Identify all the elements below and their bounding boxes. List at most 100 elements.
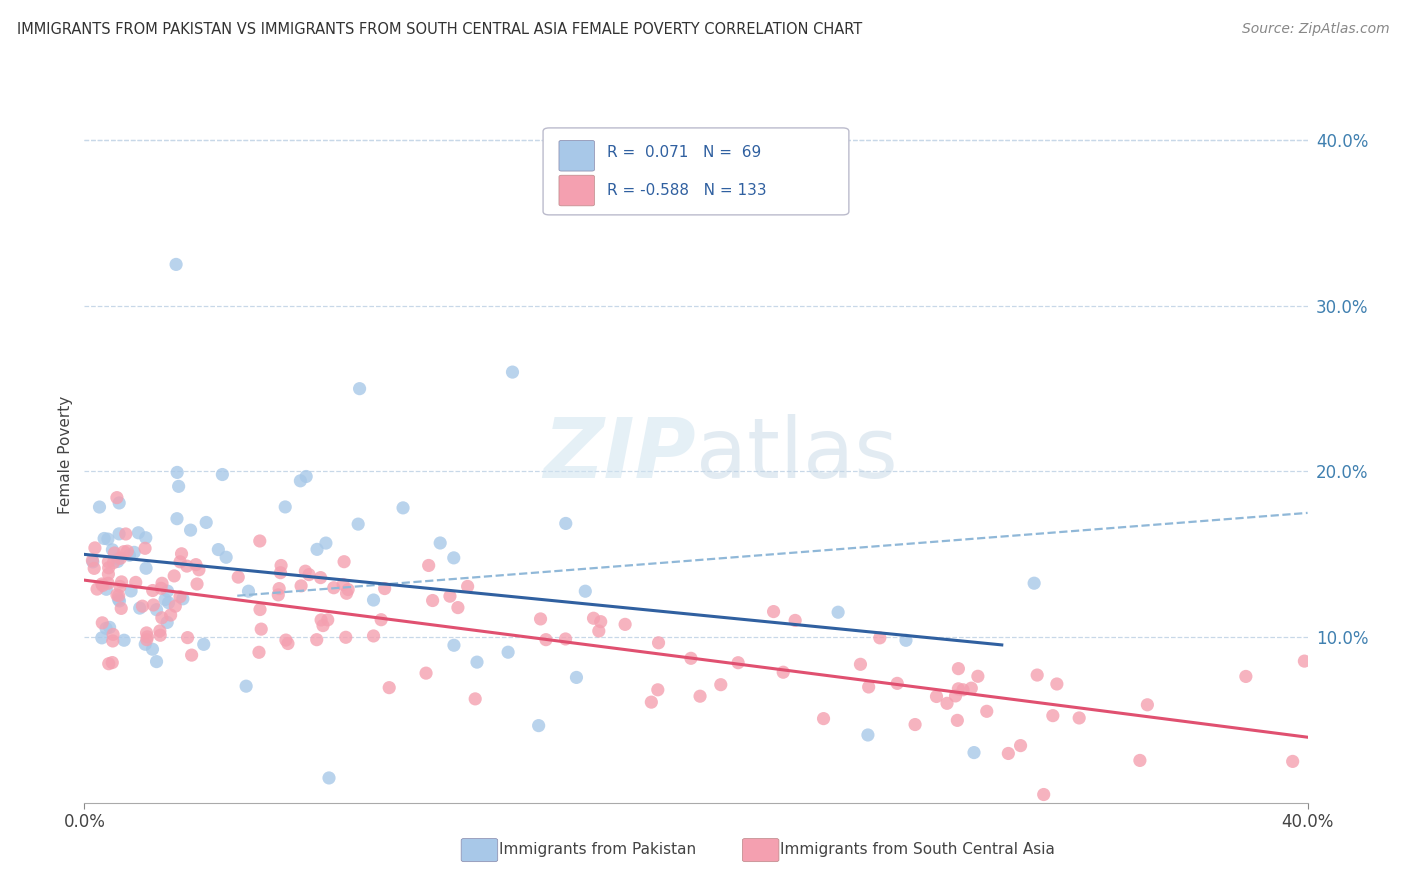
Point xyxy=(142,598,165,612)
Point xyxy=(418,558,440,573)
Point xyxy=(165,599,187,614)
Point xyxy=(101,656,124,670)
Point xyxy=(89,500,111,514)
Point xyxy=(149,628,172,642)
Point xyxy=(858,680,880,694)
Point xyxy=(1042,708,1064,723)
Point xyxy=(415,666,437,681)
Point xyxy=(894,633,917,648)
Point xyxy=(176,559,198,574)
Point xyxy=(337,582,360,597)
Point xyxy=(1129,754,1152,768)
Point xyxy=(101,627,124,641)
Point xyxy=(145,603,167,617)
Point xyxy=(274,633,297,648)
Point xyxy=(948,681,970,696)
Point xyxy=(122,545,145,559)
Point xyxy=(215,550,238,565)
Point xyxy=(392,500,415,515)
Point xyxy=(710,678,733,692)
Point xyxy=(105,491,128,505)
Point xyxy=(108,496,131,510)
Point xyxy=(86,582,108,596)
Point xyxy=(96,582,118,597)
Point xyxy=(443,550,465,565)
Point xyxy=(97,657,120,671)
Point xyxy=(554,516,576,531)
Point xyxy=(108,594,131,608)
Point xyxy=(108,579,131,593)
Point xyxy=(135,561,157,575)
Point xyxy=(107,554,129,568)
Point xyxy=(134,541,156,556)
Point xyxy=(156,615,179,630)
Point xyxy=(422,593,444,607)
Point xyxy=(1046,677,1069,691)
Point xyxy=(305,632,328,647)
Point xyxy=(464,691,486,706)
Point xyxy=(318,771,340,785)
Point xyxy=(249,602,271,616)
Point xyxy=(869,631,891,645)
Text: IMMIGRANTS FROM PAKISTAN VS IMMIGRANTS FROM SOUTH CENTRAL ASIA FEMALE POVERTY CO: IMMIGRANTS FROM PAKISTAN VS IMMIGRANTS F… xyxy=(17,22,862,37)
Point xyxy=(211,467,233,482)
Point xyxy=(83,541,105,555)
Point xyxy=(589,615,612,629)
Point xyxy=(1069,711,1091,725)
Point xyxy=(316,613,339,627)
Point xyxy=(98,620,121,634)
Point xyxy=(689,689,711,703)
Point xyxy=(443,638,465,652)
Point xyxy=(813,712,835,726)
Point xyxy=(145,655,167,669)
Point xyxy=(165,257,187,271)
Point xyxy=(112,633,135,648)
Point xyxy=(335,630,357,644)
Point xyxy=(374,582,396,596)
Point xyxy=(378,681,401,695)
Point xyxy=(128,601,150,615)
Point xyxy=(936,696,959,710)
Point xyxy=(156,584,179,599)
Point xyxy=(925,690,948,704)
Point xyxy=(207,542,229,557)
Point xyxy=(465,655,488,669)
Point xyxy=(103,556,125,570)
Point xyxy=(1294,654,1316,668)
Point xyxy=(101,542,124,557)
Point xyxy=(1136,698,1159,712)
Point xyxy=(827,605,849,619)
Point xyxy=(118,548,141,562)
Point xyxy=(157,596,180,610)
Point xyxy=(91,578,114,592)
Point xyxy=(187,563,209,577)
Point xyxy=(309,613,332,627)
Point xyxy=(554,632,576,646)
FancyBboxPatch shape xyxy=(543,128,849,215)
Point xyxy=(322,581,344,595)
Point xyxy=(309,571,332,585)
Point xyxy=(582,611,605,625)
Point xyxy=(1026,668,1049,682)
Point xyxy=(131,599,153,614)
Point xyxy=(166,466,188,480)
Point xyxy=(312,618,335,632)
Point xyxy=(134,637,156,651)
Point xyxy=(333,555,356,569)
Point xyxy=(180,523,202,537)
Point xyxy=(1234,669,1257,683)
Text: R = -0.588   N = 133: R = -0.588 N = 133 xyxy=(606,183,766,198)
Point xyxy=(110,551,132,566)
Point xyxy=(1032,788,1054,802)
Point xyxy=(238,584,260,599)
Point xyxy=(97,567,120,582)
Point xyxy=(614,617,637,632)
Point xyxy=(534,632,557,647)
Point xyxy=(141,642,163,657)
Point xyxy=(952,682,974,697)
Point xyxy=(117,544,139,558)
Point xyxy=(166,511,188,525)
Point xyxy=(849,657,872,672)
FancyBboxPatch shape xyxy=(560,140,595,171)
Point xyxy=(169,590,191,604)
